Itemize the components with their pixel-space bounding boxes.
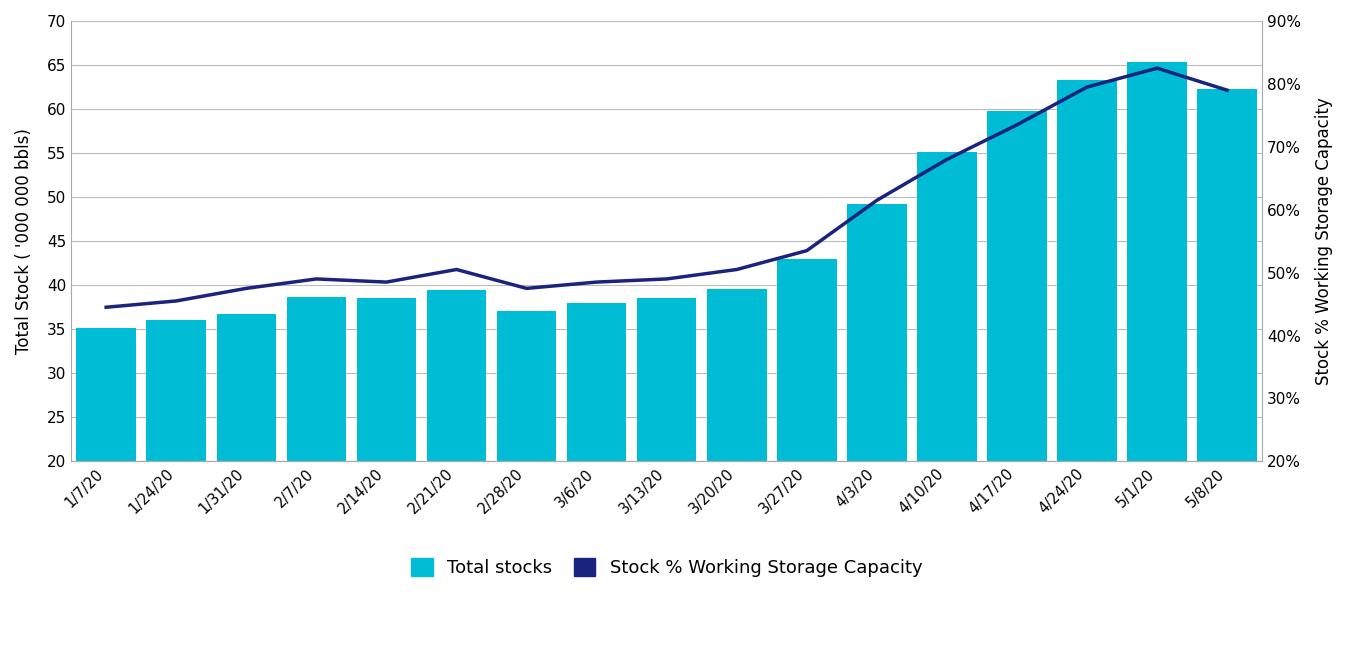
- Bar: [987, 111, 1047, 638]
- Bar: [1057, 80, 1117, 638]
- Bar: [706, 289, 767, 638]
- Bar: [636, 298, 697, 638]
- Y-axis label: Total Stock ( '000 000 bbls): Total Stock ( '000 000 bbls): [15, 128, 32, 354]
- Bar: [287, 296, 346, 638]
- Bar: [147, 320, 206, 638]
- Bar: [77, 328, 136, 638]
- Bar: [1127, 62, 1188, 638]
- Bar: [427, 290, 487, 638]
- Bar: [776, 259, 837, 638]
- Legend: Total stocks, Stock % Working Storage Capacity: Total stocks, Stock % Working Storage Ca…: [403, 551, 930, 584]
- Bar: [568, 303, 627, 638]
- Bar: [917, 152, 977, 638]
- Bar: [847, 204, 907, 638]
- Bar: [1197, 89, 1256, 638]
- Bar: [497, 311, 557, 638]
- Y-axis label: Stock % Working Storage Capacity: Stock % Working Storage Capacity: [1316, 98, 1333, 385]
- Bar: [217, 315, 276, 638]
- Bar: [357, 298, 417, 638]
